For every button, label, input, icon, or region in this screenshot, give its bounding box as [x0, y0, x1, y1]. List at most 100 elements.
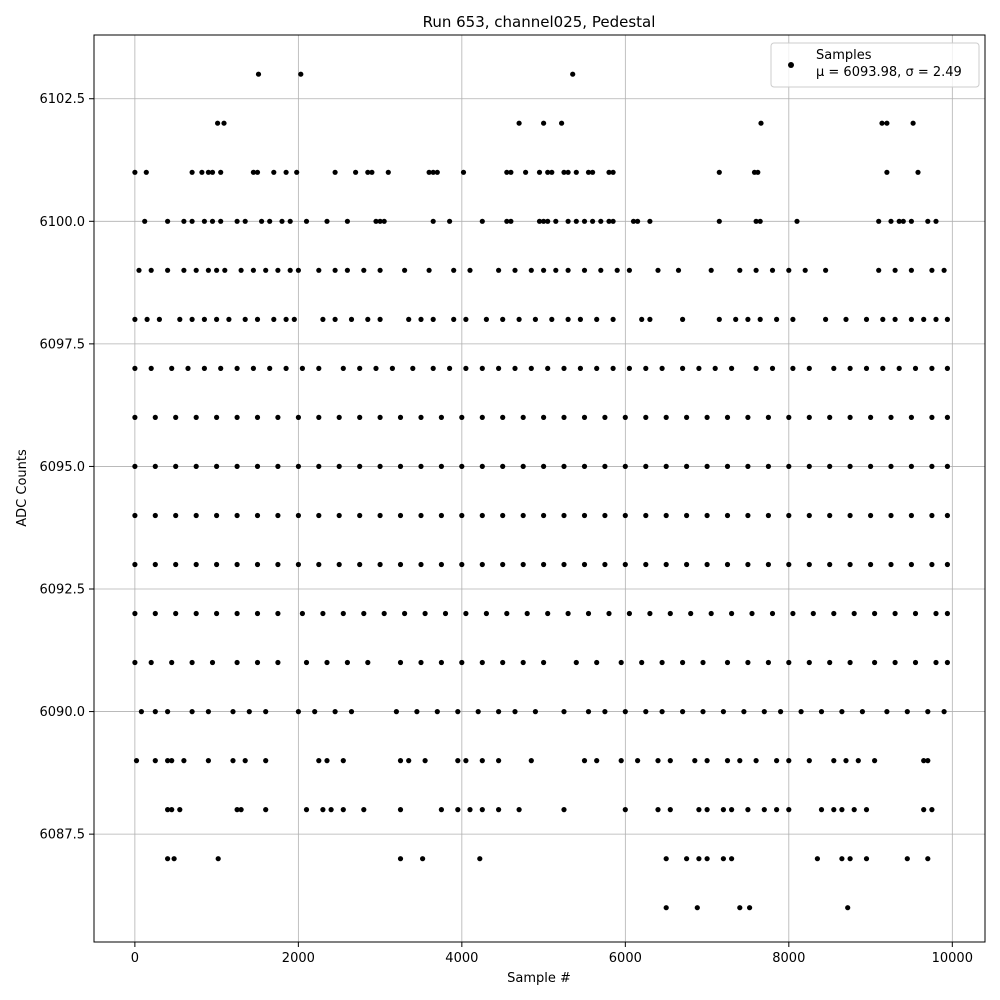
data-point	[561, 561, 567, 568]
data-point	[573, 659, 579, 666]
data-point	[275, 463, 281, 469]
data-point	[426, 169, 432, 175]
data-point	[944, 365, 951, 371]
data-point	[847, 414, 853, 420]
data-point	[910, 120, 916, 126]
data-point	[716, 169, 722, 175]
data-point	[635, 218, 641, 224]
data-point	[132, 512, 138, 519]
data-point	[181, 758, 187, 764]
data-point	[553, 267, 559, 273]
data-point	[303, 807, 310, 813]
data-point	[467, 807, 473, 813]
data-point	[851, 807, 857, 813]
data-point	[786, 463, 792, 469]
data-point	[745, 807, 751, 813]
data-point	[410, 365, 416, 371]
data-point	[933, 610, 939, 617]
data-point	[148, 365, 154, 371]
data-point	[377, 512, 383, 519]
data-point	[684, 856, 690, 862]
data-point	[221, 120, 227, 126]
data-point	[847, 512, 853, 519]
data-point	[508, 169, 514, 175]
data-point	[929, 414, 935, 420]
data-point	[295, 414, 301, 420]
data-point	[263, 758, 269, 764]
data-point	[316, 561, 322, 568]
data-point	[250, 365, 256, 371]
data-point	[541, 512, 547, 519]
data-point	[397, 659, 404, 666]
data-point	[420, 856, 426, 862]
data-point	[647, 316, 653, 322]
data-point	[549, 316, 555, 322]
data-point	[171, 856, 177, 862]
data-point	[523, 169, 529, 175]
data-point	[896, 218, 902, 224]
data-point	[393, 709, 399, 715]
data-point	[222, 267, 228, 273]
data-point	[381, 218, 387, 224]
data-point	[532, 709, 539, 715]
data-point	[447, 218, 453, 224]
y-tick-label: 6095.0	[40, 460, 86, 475]
data-point	[708, 267, 714, 273]
data-point	[888, 561, 894, 568]
data-point	[659, 709, 665, 715]
data-point	[806, 463, 812, 469]
data-point	[250, 267, 256, 273]
data-point	[181, 218, 187, 224]
data-point	[680, 316, 686, 322]
data-point	[696, 807, 702, 813]
data-point	[827, 659, 833, 666]
data-point	[479, 218, 485, 224]
data-point	[929, 561, 935, 568]
data-point	[254, 512, 261, 519]
data-point	[173, 610, 179, 617]
data-point	[565, 610, 571, 617]
data-point	[332, 709, 338, 715]
data-point	[205, 758, 211, 764]
x-axis-label: Sample #	[507, 971, 571, 986]
data-point	[242, 316, 248, 322]
data-point	[496, 807, 502, 813]
data-point	[847, 561, 853, 568]
data-point	[132, 659, 138, 666]
data-point	[353, 169, 359, 175]
data-point	[888, 414, 894, 420]
data-point	[177, 316, 183, 322]
data-point	[618, 659, 624, 666]
data-point	[786, 659, 792, 666]
data-point	[283, 316, 289, 322]
data-point	[508, 218, 514, 224]
data-point	[863, 316, 870, 322]
data-point	[806, 659, 812, 666]
legend: Samples μ = 6093.98, σ = 2.49	[770, 42, 980, 88]
data-point	[500, 463, 506, 469]
data-point	[630, 218, 637, 224]
data-point	[806, 561, 812, 568]
data-point	[377, 218, 383, 224]
data-point	[704, 463, 710, 469]
data-point	[908, 218, 915, 224]
data-point	[908, 561, 915, 568]
data-point	[908, 463, 915, 469]
data-point	[357, 512, 363, 519]
data-point	[340, 758, 346, 764]
data-point	[761, 807, 767, 813]
data-point	[226, 316, 232, 322]
data-point	[786, 512, 792, 519]
data-point	[303, 659, 310, 666]
data-point	[467, 267, 473, 273]
data-point	[275, 512, 281, 519]
data-point	[806, 414, 812, 420]
data-point	[581, 267, 588, 273]
data-point	[230, 709, 236, 715]
data-point	[700, 709, 706, 715]
data-point	[626, 365, 633, 371]
data-point	[460, 169, 467, 175]
data-point	[541, 463, 547, 469]
data-point	[610, 365, 616, 371]
